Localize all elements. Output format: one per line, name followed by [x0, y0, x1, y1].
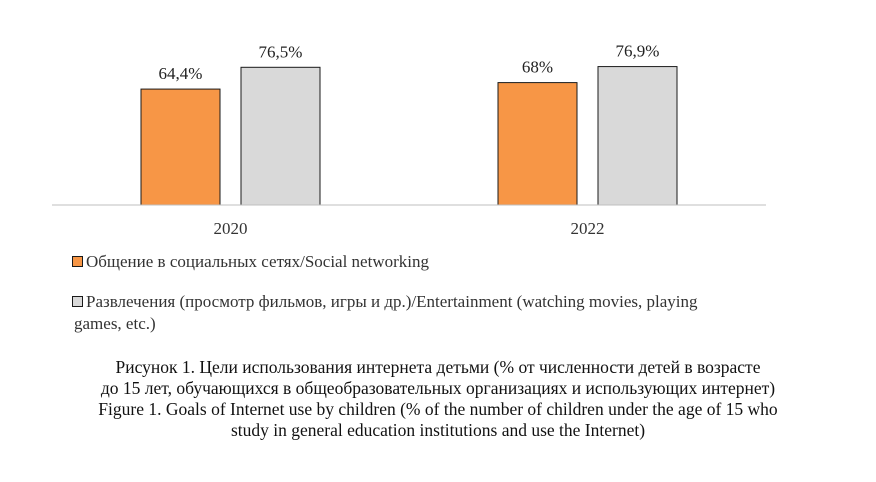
data-label-2022-series-2: 76,9% [616, 42, 660, 61]
legend-item-social-networking: Общение в социальных сетях/Social networ… [72, 251, 792, 273]
legend-label-social-networking: Общение в социальных сетях/Social networ… [86, 252, 429, 271]
x-tick-label-2022: 2022 [571, 219, 605, 238]
data-label-2020-series-2: 76,5% [259, 42, 303, 61]
labels-layer: 64,4% 76,5% 2020 68% 76,9% 2022 [159, 42, 660, 238]
data-label-2020-series-1: 64,4% [159, 64, 203, 83]
caption-line-2: до 15 лет, обучающихся в общеобразовател… [100, 378, 776, 398]
figure-caption: Рисунок 1. Цели использования интернета … [40, 357, 836, 441]
legend-item-entertainment: Развлечения (просмотр фильмов, игры и др… [72, 291, 792, 335]
caption-line-4: study in general education institutions … [230, 420, 646, 440]
data-label-2022-series-1: 68% [522, 58, 553, 77]
legend-swatch-orange [72, 256, 83, 267]
bar-2022-series-2 [597, 66, 678, 206]
x-tick-label-2020: 2020 [214, 219, 248, 238]
bars-layer [140, 66, 678, 206]
bar-chart: 64,4% 76,5% 2020 68% 76,9% 2022 [52, 42, 766, 238]
legend-label-entertainment-line2: games, etc.) [74, 314, 156, 333]
bar-2020-series-2 [240, 66, 321, 206]
bar-2020-series-1 [140, 88, 221, 206]
legend-label-entertainment-line1: Развлечения (просмотр фильмов, игры и др… [86, 292, 698, 311]
caption-line-3: Figure 1. Goals of Internet use by child… [98, 399, 778, 419]
caption-line-1: Рисунок 1. Цели использования интернета … [115, 357, 761, 377]
legend-swatch-gray [72, 296, 83, 307]
bar-2022-series-1 [497, 82, 578, 206]
